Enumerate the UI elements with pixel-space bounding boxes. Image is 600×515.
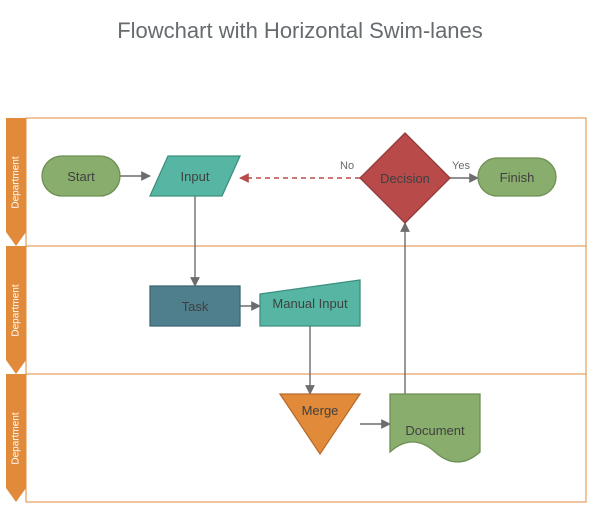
flowchart-svg [0,58,600,508]
lane-header: Department [6,118,26,246]
lane-header: Department [6,374,26,502]
lane-header: Department [6,246,26,374]
chart-title: Flowchart with Horizontal Swim-lanes [0,0,600,58]
flowchart-stage: DepartmentDepartmentDepartmentYesNoStart… [0,58,600,508]
edge-label: Yes [452,160,470,172]
edge-label: No [340,160,354,172]
